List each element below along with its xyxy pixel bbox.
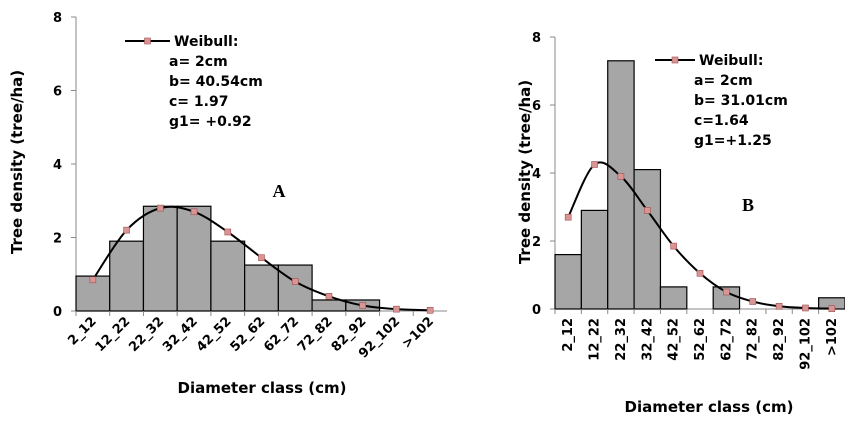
x-tick-label: 82_92: [772, 318, 787, 361]
x-axis-title: Diameter class (cm): [178, 379, 347, 397]
bar: [659, 286, 688, 310]
weibull-point: [643, 207, 651, 214]
panel-label: B: [742, 195, 754, 215]
bar: [580, 209, 609, 310]
chart-panel-a: 024682_1212_2222_3232_4242_5252_6262_727…: [8, 11, 447, 397]
legend-parameter: b= 31.01cm: [694, 93, 788, 109]
legend-parameter: c=1.64: [694, 113, 749, 129]
weibull-point: [190, 208, 198, 216]
legend-parameter: g1= +0.92: [169, 114, 252, 130]
x-tick-label: 12_22: [93, 314, 134, 355]
weibull-point: [325, 292, 333, 300]
weibull-point: [723, 288, 730, 296]
x-tick-label: 92_102: [798, 318, 813, 370]
y-tick-label: 2: [53, 232, 62, 247]
y-tick-label: 8: [532, 31, 541, 46]
weibull-point: [291, 278, 299, 285]
legend-parameter: g1=+1.25: [694, 133, 772, 149]
x-tick-label: 42_52: [194, 314, 235, 355]
weibull-point: [564, 213, 572, 221]
weibull-point: [802, 304, 809, 312]
weibull-point: [89, 276, 97, 284]
x-tick-label: >102: [825, 318, 840, 356]
bar: [607, 60, 635, 310]
x-tick-label: 62_72: [719, 318, 734, 361]
x-tick-label: >102: [399, 314, 436, 351]
weibull-point: [123, 226, 130, 234]
legend-title: Weibull:: [699, 53, 763, 69]
weibull-point: [749, 298, 757, 305]
bar: [176, 205, 212, 312]
bar: [633, 169, 662, 310]
legend-title: Weibull:: [174, 34, 238, 50]
legend-marker: [144, 37, 151, 45]
x-tick-label: 72_82: [746, 318, 761, 361]
bar: [244, 264, 279, 312]
weibull-point: [224, 228, 232, 236]
x-tick-label: 62_72: [261, 314, 302, 355]
y-tick-label: 6: [532, 99, 541, 114]
weibull-point: [258, 254, 265, 262]
x-tick-label: 12_22: [588, 318, 603, 361]
bar: [554, 254, 582, 310]
weibull-point: [426, 306, 434, 314]
x-tick-label: 42_52: [667, 318, 682, 361]
y-axis-title: Tree density (tree/ha): [8, 70, 26, 254]
y-tick-label: 6: [53, 85, 62, 100]
legend-parameter: a= 2cm: [169, 54, 228, 70]
y-tick-label: 8: [53, 11, 62, 26]
weibull-point: [393, 305, 400, 313]
y-tick-label: 4: [532, 167, 541, 182]
legend-parameter: a= 2cm: [694, 73, 753, 89]
x-tick-label: 32_42: [160, 314, 201, 355]
y-axis-title: Tree density (tree/ha): [516, 80, 534, 264]
weibull-point: [696, 269, 704, 277]
y-tick-label: 4: [53, 158, 62, 173]
y-tick-label: 0: [53, 305, 62, 320]
weibull-point: [617, 173, 625, 180]
x-tick-label: 2_12: [561, 318, 576, 352]
y-tick-label: 2: [532, 235, 541, 250]
bar: [210, 240, 246, 312]
x-tick-label: 72_82: [295, 314, 336, 355]
x-tick-label: 22_32: [614, 318, 629, 361]
panel-label: A: [273, 181, 286, 201]
x-axis-title: Diameter class (cm): [625, 398, 794, 416]
bar: [311, 299, 347, 312]
chart-panel-b: 0 2 4 6 8 2_12 12_22 22_32 32_42 42_52 52_62 62_72 7…: [516, 31, 845, 416]
weibull-point: [828, 305, 836, 312]
x-tick-label: 52_62: [228, 314, 269, 355]
weibull-point: [591, 161, 598, 168]
x-tick-label: 22_32: [126, 314, 167, 355]
bar: [109, 240, 145, 312]
bar: [142, 205, 178, 312]
x-tick-label: 32_42: [640, 318, 655, 361]
legend-parameter: c= 1.97: [169, 94, 228, 110]
weibull-point: [359, 302, 366, 309]
weibull-point: [775, 302, 783, 310]
legend-marker: [671, 56, 679, 64]
y-tick-label: 0: [532, 303, 541, 318]
x-tick-label: 52_62: [693, 318, 708, 361]
legend-parameter: b= 40.54cm: [169, 74, 263, 90]
weibull-point: [157, 204, 164, 212]
weibull-point: [670, 242, 677, 250]
